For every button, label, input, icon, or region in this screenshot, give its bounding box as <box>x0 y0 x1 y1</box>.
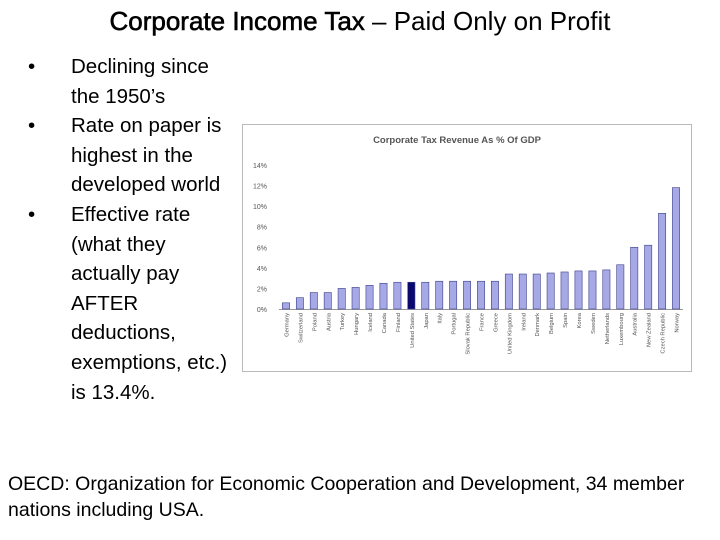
bar <box>630 246 639 310</box>
title-bold: Corporate Income Tax <box>109 6 365 37</box>
x-tick-label: Belgium <box>549 313 555 334</box>
bar <box>393 281 402 310</box>
y-tick-label: 14% <box>253 163 267 170</box>
bar <box>337 288 346 310</box>
x-tick-label: United States <box>410 313 416 348</box>
x-tick-label: Germany <box>284 313 290 337</box>
x-tick-label: Czech Republic <box>661 313 667 354</box>
x-tick-label: Denmark <box>535 313 541 337</box>
bar <box>518 273 527 310</box>
x-tick-label: Italy <box>438 313 444 324</box>
bar <box>504 273 513 310</box>
bar <box>560 271 569 310</box>
bar <box>546 272 555 310</box>
x-tick-label: Luxembourg <box>619 313 625 345</box>
x-tick-label: Slovak Republic <box>466 313 472 355</box>
bar <box>449 280 458 310</box>
bar <box>658 213 667 310</box>
y-tick-label: 12% <box>253 184 267 191</box>
bar <box>616 264 625 310</box>
x-tick-label: Korea <box>577 312 583 328</box>
y-tick-label: 0% <box>257 307 267 314</box>
y-tick-label: 2% <box>257 286 267 293</box>
bar <box>532 273 541 310</box>
corporate-tax-chart: Corporate Tax Revenue As % Of GDP 0% 2% 4% 6… <box>242 124 692 372</box>
x-tick-label: Austria <box>326 312 332 331</box>
bar <box>672 187 680 310</box>
bar <box>323 292 332 310</box>
bullet-item: • Declining since the 1950’s <box>28 52 238 111</box>
x-tick-label: Canada <box>382 312 388 333</box>
bullet-list: • Declining since the 1950’s • Rate on pap… <box>28 52 238 407</box>
x-tick-label: Ireland <box>521 313 527 331</box>
x-tick-label: Iceland <box>368 313 374 332</box>
bar <box>351 287 360 310</box>
slide-title: Corporate Income Tax – Paid Only on Prof… <box>0 6 720 37</box>
bar <box>574 270 583 310</box>
bar <box>644 244 653 310</box>
bar <box>435 280 444 310</box>
x-tick-label: Greece <box>493 313 499 332</box>
x-tick-label: Portugal <box>452 313 458 335</box>
bullet-icon: • <box>28 55 36 78</box>
x-tick-label: Norway <box>675 313 681 333</box>
bar <box>309 292 318 310</box>
y-tick-label: 8% <box>257 225 267 232</box>
bar <box>365 285 374 310</box>
title-rest: – Paid Only on Profit <box>364 6 611 36</box>
x-tick-label: Japan <box>424 313 430 329</box>
bar <box>602 269 611 310</box>
bullet-item: • Effective rate (what they actually pay … <box>28 200 238 407</box>
x-tick-label: Turkey <box>340 313 346 331</box>
x-tick-label: Australia <box>633 312 639 335</box>
x-tick-label: France <box>480 313 486 331</box>
bullet-text: Effective rate (what they actually pay A… <box>71 202 228 404</box>
bullet-text: Rate on paper is highest in the develope… <box>71 114 222 197</box>
bullet-text: Declining since the 1950’s <box>71 55 209 108</box>
bar <box>421 281 430 310</box>
y-tick-label: 10% <box>253 204 267 211</box>
bar <box>407 281 416 310</box>
x-tick-label: Spain <box>563 313 569 328</box>
y-tick-label: 6% <box>257 245 267 252</box>
x-tick-label: Hungary <box>354 313 360 335</box>
bar <box>379 282 388 310</box>
y-tick-label: 4% <box>257 266 267 273</box>
bar <box>282 302 290 310</box>
x-tick-label: Finland <box>396 313 402 332</box>
bar <box>477 280 485 310</box>
x-tick-label: Sweden <box>591 313 597 334</box>
bar <box>463 280 471 310</box>
x-tick-label: Netherlands <box>605 313 611 344</box>
chart-svg: Corporate Tax Revenue As % Of GDP 0% 2% 4% 6… <box>253 135 683 355</box>
x-tick-label: Switzerland <box>298 313 304 343</box>
chart-title: Corporate Tax Revenue As % Of GDP <box>373 135 542 146</box>
bullet-icon: • <box>28 202 36 226</box>
x-tick-label: United Kingdom <box>507 313 513 354</box>
bullet-icon: • <box>28 114 36 138</box>
bullet-item: • Rate on paper is highest in the develop… <box>28 111 238 200</box>
x-tick-label: New Zealand <box>647 313 653 347</box>
footer-note: OECD: Organization for Economic Cooperat… <box>8 473 685 521</box>
bar <box>588 270 597 310</box>
bar <box>295 297 304 310</box>
bar <box>491 280 499 310</box>
x-tick-label: Poland <box>312 313 318 331</box>
